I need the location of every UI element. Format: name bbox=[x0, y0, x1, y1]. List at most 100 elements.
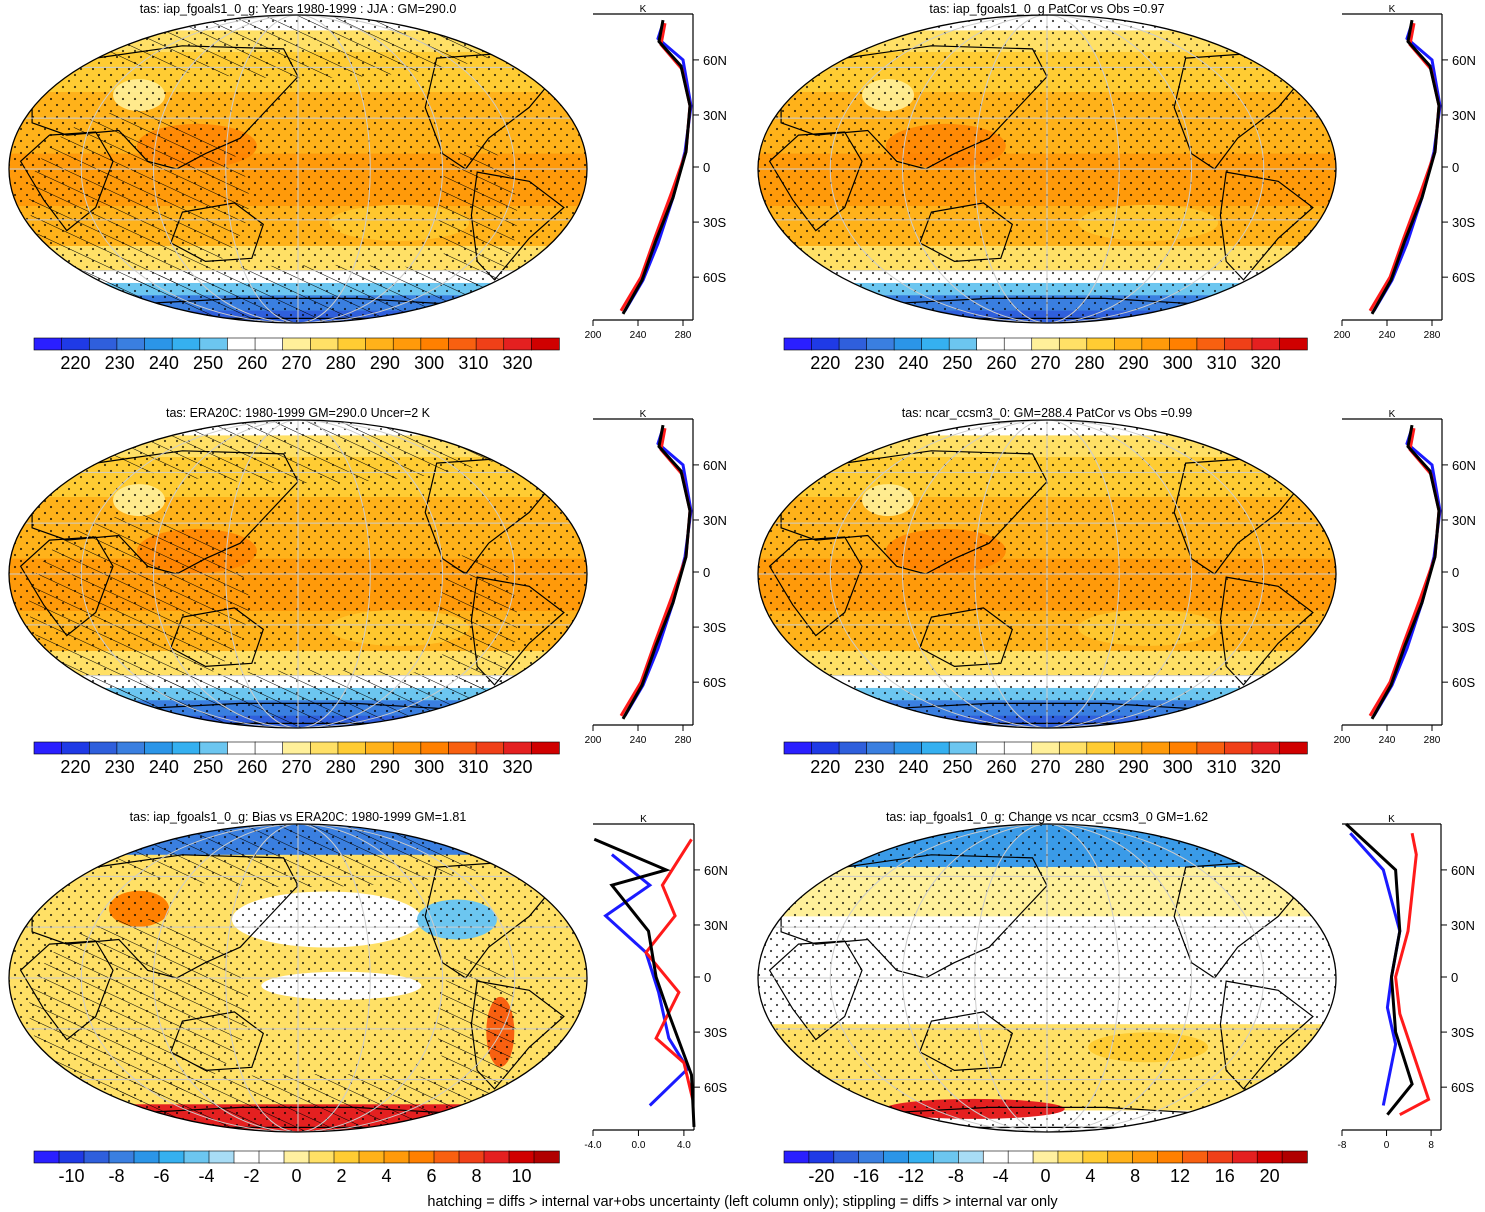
colorbar-box bbox=[392, 337, 422, 351]
profile-lat-label: 60N bbox=[704, 863, 728, 878]
profile-x-label: 280 bbox=[675, 735, 692, 746]
panel-title-model-climatology: tas: iap_fgoals1_0_g: Years 1980-1999 : … bbox=[139, 2, 457, 16]
colorbar-4: -10 -8 -6 -4 -2 0 2 4 6 8 10 bbox=[33, 1150, 560, 1186]
colorbar-tick-label: -10 bbox=[58, 1166, 84, 1186]
profile-lat-label: 0 bbox=[703, 160, 710, 175]
colorbar-tick-label: 230 bbox=[105, 757, 135, 777]
colorbar-box bbox=[838, 741, 868, 755]
colorbar-box bbox=[392, 741, 422, 755]
colorbar-box bbox=[783, 1150, 810, 1164]
colorbar-tick-label: 240 bbox=[898, 353, 928, 373]
colorbar-tick-label: 300 bbox=[1163, 353, 1193, 373]
meridian-line bbox=[80, 420, 516, 728]
meridian-line bbox=[225, 824, 371, 1132]
map-panel-1 bbox=[757, 14, 1337, 324]
meridian-line bbox=[225, 420, 371, 728]
profile-1: K 60N 30N 0 30S 60S 200 240 280 bbox=[1334, 4, 1476, 341]
coastline bbox=[470, 171, 565, 281]
profile-x-label: 4.0 bbox=[677, 1140, 691, 1151]
colorbar-box bbox=[433, 1150, 460, 1164]
colorbar-box bbox=[33, 337, 63, 351]
colorbar-tick-label: -8 bbox=[108, 1166, 124, 1186]
colorbar-tick-label: 20 bbox=[1260, 1166, 1280, 1186]
profile-lat-label: 30S bbox=[703, 215, 726, 230]
coastline bbox=[19, 131, 114, 232]
profile-unit-label: K bbox=[1388, 814, 1395, 825]
colorbar-tick-label: 310 bbox=[458, 757, 488, 777]
coastline bbox=[780, 450, 1048, 575]
colorbar-box bbox=[1157, 1150, 1184, 1164]
colorbar-box bbox=[144, 741, 173, 755]
colorbar-box bbox=[1114, 741, 1143, 755]
colorbar-box bbox=[365, 337, 394, 351]
colorbar-tick-label: 300 bbox=[414, 757, 444, 777]
colorbar-tick-label: 270 bbox=[1030, 757, 1060, 777]
profile-x-label: 240 bbox=[630, 735, 647, 746]
colorbar-box bbox=[838, 337, 868, 351]
colorbar-box bbox=[1031, 741, 1060, 755]
colorbar-tick-label: 2 bbox=[336, 1166, 346, 1186]
meridian-line bbox=[225, 15, 371, 323]
profile-lat-label: 30N bbox=[703, 513, 727, 528]
colorbar-tick-label: 250 bbox=[942, 757, 972, 777]
colorbar-box bbox=[811, 741, 840, 755]
colorbar-tick-label: 260 bbox=[986, 757, 1016, 777]
colorbar-box bbox=[948, 741, 978, 755]
colorbar-box bbox=[254, 741, 284, 755]
colorbar-box bbox=[1107, 1150, 1134, 1164]
coastline bbox=[31, 450, 299, 575]
colorbar-tick-label: 10 bbox=[511, 1166, 531, 1186]
colorbar-box bbox=[1256, 1150, 1283, 1164]
profile-5: K 60N 30N 0 30S 60S -8 0 8 bbox=[1338, 814, 1475, 1151]
colorbar-box bbox=[1082, 1150, 1109, 1164]
colorbar-box bbox=[976, 337, 1005, 351]
colorbar-box bbox=[420, 741, 450, 755]
colorbar-tick-label: 4 bbox=[1085, 1166, 1095, 1186]
colorbar-box bbox=[921, 337, 950, 351]
meridian-line bbox=[902, 824, 1192, 1132]
colorbar-box bbox=[58, 1150, 85, 1164]
profile-lat-label: 30S bbox=[1452, 620, 1475, 635]
colorbar-tick-label: 290 bbox=[1119, 757, 1149, 777]
colorbar-tick-label: 220 bbox=[60, 353, 90, 373]
colorbar-box bbox=[133, 1150, 160, 1164]
profile-x-label: 0.0 bbox=[631, 1140, 645, 1151]
meridian-line bbox=[902, 420, 1192, 728]
profile-lat-label: 30N bbox=[1452, 513, 1476, 528]
colorbar-tick-label: 320 bbox=[1251, 757, 1281, 777]
colorbar-tick-label: 280 bbox=[1075, 757, 1105, 777]
profile-x-label: 200 bbox=[1334, 330, 1351, 341]
profile-0: K 60N 30N 0 30S 60S 200 240 280 bbox=[585, 4, 727, 341]
profile-lat-label: 30N bbox=[704, 918, 728, 933]
colorbar-box bbox=[1003, 337, 1033, 351]
profile-x-label: 200 bbox=[585, 330, 602, 341]
coastline bbox=[19, 536, 114, 637]
colorbar-1: 220 230 240 250 260 270 280 290 300 310 320 bbox=[783, 337, 1308, 373]
colorbar-box bbox=[408, 1150, 435, 1164]
colorbar-tick-label: 300 bbox=[414, 353, 444, 373]
profile-lat-label: 60S bbox=[1452, 270, 1475, 285]
meridian-line bbox=[153, 15, 443, 323]
coastline bbox=[31, 854, 299, 979]
profile-x-label: 280 bbox=[675, 330, 692, 341]
colorbar-3: 220 230 240 250 260 270 280 290 300 310 320 bbox=[783, 741, 1308, 777]
colorbar-box bbox=[116, 337, 146, 351]
colorbar-box bbox=[783, 741, 813, 755]
colorbar-box bbox=[208, 1150, 235, 1164]
profile-lat-label: 30N bbox=[1452, 108, 1476, 123]
profile-lat-label: 30N bbox=[703, 108, 727, 123]
profile-unit-label: K bbox=[640, 4, 647, 15]
colorbar-tick-label: 250 bbox=[193, 353, 223, 373]
colorbar-box bbox=[227, 741, 256, 755]
profile-curve-k bbox=[621, 19, 692, 315]
colorbar-tick-label: 250 bbox=[193, 757, 223, 777]
map-frame bbox=[757, 14, 1337, 324]
colorbar-tick-label: -6 bbox=[153, 1166, 169, 1186]
panel-title-model-patcor: tas: iap_fgoals1_0_g PatCor vs Obs =0.97 bbox=[929, 2, 1165, 16]
colorbar-box bbox=[1224, 741, 1253, 755]
profile-curve-k bbox=[1345, 822, 1414, 1116]
colorbar-box bbox=[1281, 1150, 1308, 1164]
colorbar-tick-label: 260 bbox=[237, 757, 267, 777]
colorbar-tick-label: 230 bbox=[854, 757, 884, 777]
